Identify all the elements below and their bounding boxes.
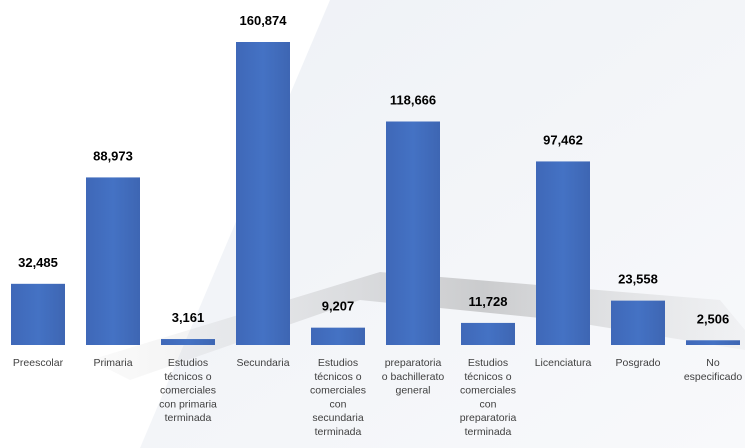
category-label: Posgrado	[616, 357, 661, 369]
bar	[461, 322, 515, 345]
category-label-line: Estudios	[468, 357, 508, 369]
data-label: 88,973	[93, 148, 133, 163]
category-label-line: técnicos o	[164, 371, 211, 383]
data-label: 2,506	[697, 311, 730, 326]
category-label: preparatoria o bachillerato general	[382, 357, 445, 397]
category-label: Preescolar	[13, 357, 64, 369]
category-label-line: Licenciatura	[535, 357, 592, 369]
category-label-line: secundaria	[312, 412, 364, 424]
bar	[161, 339, 215, 345]
category-label-line: especificado	[684, 371, 743, 383]
data-label: 9,207	[322, 299, 355, 314]
bar	[386, 121, 440, 345]
data-label: 3,161	[172, 310, 205, 325]
category-label-line: comerciales	[460, 385, 516, 397]
category-label-line: Posgrado	[616, 357, 661, 369]
category-label: No especificado	[684, 357, 743, 383]
category-label-line: técnicos o	[464, 371, 511, 383]
category-label-line: terminada	[315, 426, 362, 438]
category-label-line: Primaria	[93, 357, 132, 369]
category-label: Secundaria	[236, 357, 289, 369]
category-label-line: preparatoria	[385, 357, 442, 369]
category-label-line: Estudios	[318, 357, 358, 369]
category-label: Estudios técnicos o comerciales con primari…	[159, 357, 217, 424]
category-label-line: Estudios	[168, 357, 208, 369]
category-label-line: preparatoria	[460, 412, 517, 424]
category-label-line: con	[480, 398, 497, 410]
category-label-line: Preescolar	[13, 357, 64, 369]
category-label-line: comerciales	[160, 385, 216, 397]
bar	[611, 300, 665, 345]
category-label-line: terminada	[165, 412, 212, 424]
category-label: Estudios técnicos o comerciales con preparat…	[460, 357, 517, 438]
data-label: 11,728	[468, 294, 507, 309]
bar	[311, 327, 365, 345]
category-label-line: terminada	[465, 426, 512, 438]
bar	[236, 42, 290, 345]
category-label-line: Secundaria	[236, 357, 289, 369]
bar	[686, 340, 740, 345]
category-label: Primaria	[93, 357, 132, 369]
data-label: 160,874	[240, 13, 288, 28]
category-label: Estudios técnicos o comerciales con secundar…	[310, 357, 366, 438]
data-label: 23,558	[618, 272, 658, 287]
bar	[86, 177, 140, 345]
category-label-line: técnicos o	[314, 371, 361, 383]
data-label: 118,666	[390, 92, 436, 107]
category-label-line: o bachillerato	[382, 371, 445, 383]
bar	[11, 283, 65, 345]
bar	[536, 161, 590, 345]
category-label-line: No	[706, 357, 720, 369]
category-label-line: comerciales	[310, 385, 366, 397]
data-label: 97,462	[543, 132, 583, 147]
category-label-line: con	[330, 398, 347, 410]
data-label: 32,485	[18, 255, 58, 270]
category-label: Licenciatura	[535, 357, 592, 369]
category-label-line: con primaria	[159, 398, 217, 410]
category-label-line: general	[395, 385, 430, 397]
